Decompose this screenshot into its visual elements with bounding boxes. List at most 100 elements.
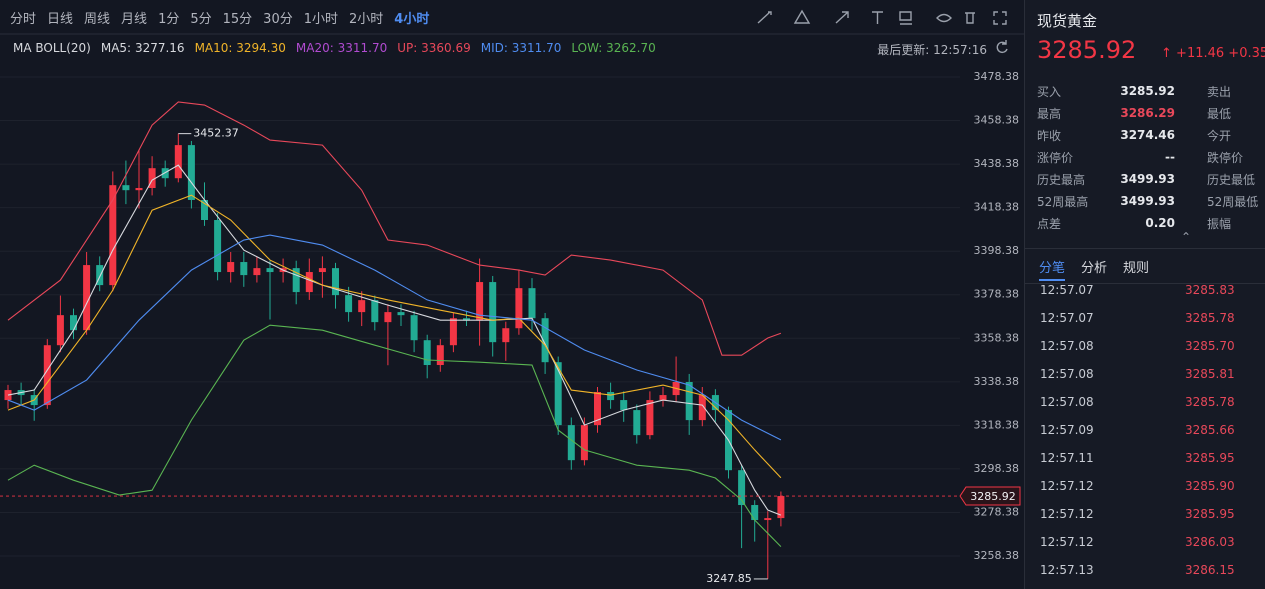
period-button[interactable]: 2小时 bbox=[349, 12, 384, 27]
trade-time: 12:57.12 bbox=[1040, 479, 1094, 493]
legend-name: MA20: bbox=[295, 41, 334, 55]
tab[interactable]: 规则 bbox=[1123, 260, 1150, 276]
tabs: 分笔 分析 规则 bbox=[1025, 248, 1265, 284]
icon-trash[interactable] bbox=[965, 12, 975, 24]
stat-row: 历史最高 3499.93 历史最低 bbox=[1037, 168, 1265, 190]
stat-value: 3285.92 bbox=[1120, 84, 1175, 98]
legend-value: 3311.70 bbox=[337, 41, 388, 55]
candle-body bbox=[620, 400, 628, 411]
period-button[interactable]: 30分 bbox=[263, 12, 293, 27]
stat-row: 最高 3286.29 最低 bbox=[1037, 102, 1265, 124]
candle-body bbox=[633, 410, 641, 436]
icon-measure[interactable] bbox=[899, 11, 912, 25]
stat-value: 3499.93 bbox=[1120, 172, 1175, 186]
period-button[interactable]: 周线 bbox=[84, 12, 111, 27]
trade-time: 12:57.08 bbox=[1040, 395, 1094, 409]
trade-time: 12:57.13 bbox=[1040, 563, 1094, 577]
tab[interactable]: 分笔 bbox=[1039, 257, 1066, 281]
trade-price: 3285.90 bbox=[1185, 479, 1235, 493]
trade-row: 12:57.12 3285.95 bbox=[1025, 500, 1265, 528]
y-tick-label: 3318.38 bbox=[974, 418, 1020, 431]
trade-row: 12:57.08 3285.78 bbox=[1025, 388, 1265, 416]
y-tick-label: 3298.38 bbox=[974, 462, 1020, 475]
period-button[interactable]: 4小时 bbox=[394, 12, 430, 27]
candle-body bbox=[371, 300, 379, 323]
candle-body bbox=[528, 288, 536, 319]
legend-item: UP: 3360.69 bbox=[397, 41, 471, 55]
candle-body bbox=[449, 318, 457, 346]
period-button[interactable]: 日线 bbox=[47, 12, 74, 27]
stat-label: 涨停价 bbox=[1037, 150, 1074, 165]
stat-label: 卖出 bbox=[1207, 84, 1232, 99]
trade-price: 3285.70 bbox=[1185, 339, 1235, 353]
stat-value: 0.20 bbox=[1145, 216, 1175, 230]
icon-shape[interactable] bbox=[793, 9, 811, 24]
period-button[interactable]: 1分 bbox=[158, 12, 180, 27]
change-pct: +0.35% bbox=[1228, 46, 1265, 61]
trade-row: 12:57.12 3286.03 bbox=[1025, 528, 1265, 556]
candle-body bbox=[738, 470, 746, 506]
stat-value: 3286.29 bbox=[1120, 106, 1175, 120]
candle-body bbox=[214, 220, 222, 273]
candle-body bbox=[751, 505, 759, 521]
candle-body bbox=[201, 199, 208, 221]
trade-time: 12:57.11 bbox=[1040, 451, 1094, 465]
quote-name: 现货黄金 bbox=[1037, 12, 1098, 30]
stat-value: 3499.93 bbox=[1120, 194, 1175, 208]
trade-price: 3285.78 bbox=[1185, 311, 1235, 325]
period-button[interactable]: 1小时 bbox=[303, 12, 338, 27]
trade-time: 12:57.07 bbox=[1040, 311, 1094, 325]
indicator-line bbox=[7, 324, 782, 547]
stat-row: 涨停价 -- 跌停价 bbox=[1037, 146, 1265, 168]
tab[interactable]: 分析 bbox=[1081, 260, 1108, 276]
y-tick-label: 3478.38 bbox=[974, 70, 1020, 83]
icon-fullscreen[interactable] bbox=[993, 11, 1007, 25]
candle-body bbox=[436, 345, 444, 366]
legend-value: 3294.30 bbox=[236, 41, 286, 55]
indicator-line bbox=[7, 101, 782, 356]
candle-body bbox=[764, 518, 772, 521]
trade-row: 12:57.09 3285.66 bbox=[1025, 416, 1265, 444]
legend-item: MA20: 3311.70 bbox=[296, 41, 387, 55]
icon-line[interactable] bbox=[757, 11, 772, 24]
y-tick-label: 3358.38 bbox=[974, 331, 1020, 344]
trade-time: 12:57.12 bbox=[1040, 507, 1094, 521]
legend-name: MID: bbox=[480, 41, 508, 55]
high-label: 3452.37 bbox=[193, 127, 239, 140]
candle-body bbox=[122, 185, 130, 191]
indicator-line bbox=[7, 194, 782, 479]
candle-body bbox=[332, 268, 339, 296]
candle-body bbox=[70, 315, 77, 331]
trade-price: 3285.95 bbox=[1185, 451, 1235, 465]
icon-eye[interactable] bbox=[936, 13, 952, 23]
trade-time: 12:57.08 bbox=[1040, 339, 1094, 353]
legend-title: MA BOLL(20) bbox=[13, 41, 91, 55]
candle-body bbox=[135, 188, 143, 191]
icon-arrow[interactable] bbox=[835, 11, 849, 24]
trade-price: 3286.15 bbox=[1185, 563, 1235, 577]
trade-price: 3285.81 bbox=[1185, 367, 1235, 381]
icon-text[interactable] bbox=[872, 11, 883, 24]
legend-item: MA5: 3277.16 bbox=[101, 41, 185, 55]
candle-body bbox=[148, 168, 156, 189]
stat-label: 最低 bbox=[1207, 106, 1232, 121]
price-tag bbox=[959, 486, 1021, 506]
candle-body bbox=[594, 392, 601, 426]
period-button[interactable]: 15分 bbox=[222, 12, 253, 27]
stat-label: 跌停价 bbox=[1207, 150, 1244, 165]
stat-row: 点差 0.20 振幅 bbox=[1037, 212, 1265, 234]
candle-body bbox=[96, 265, 104, 286]
period-button[interactable]: 月线 bbox=[121, 12, 148, 27]
legend-name: UP: bbox=[397, 41, 418, 55]
candle-body bbox=[305, 272, 313, 293]
trade-time: 12:57.12 bbox=[1040, 535, 1094, 549]
period-button[interactable]: 5分 bbox=[190, 12, 212, 27]
period-button[interactable]: 分时 bbox=[10, 12, 37, 27]
stat-value: 3274.46 bbox=[1120, 128, 1175, 142]
candle-body bbox=[397, 312, 405, 316]
last-update: 最后更新: 12:57:16 bbox=[877, 43, 987, 57]
trade-price: 3286.03 bbox=[1185, 535, 1235, 549]
collapse-icon[interactable]: ⌃ bbox=[1181, 230, 1192, 244]
stat-label: 今开 bbox=[1207, 128, 1232, 143]
icon-refresh[interactable] bbox=[996, 40, 1008, 54]
